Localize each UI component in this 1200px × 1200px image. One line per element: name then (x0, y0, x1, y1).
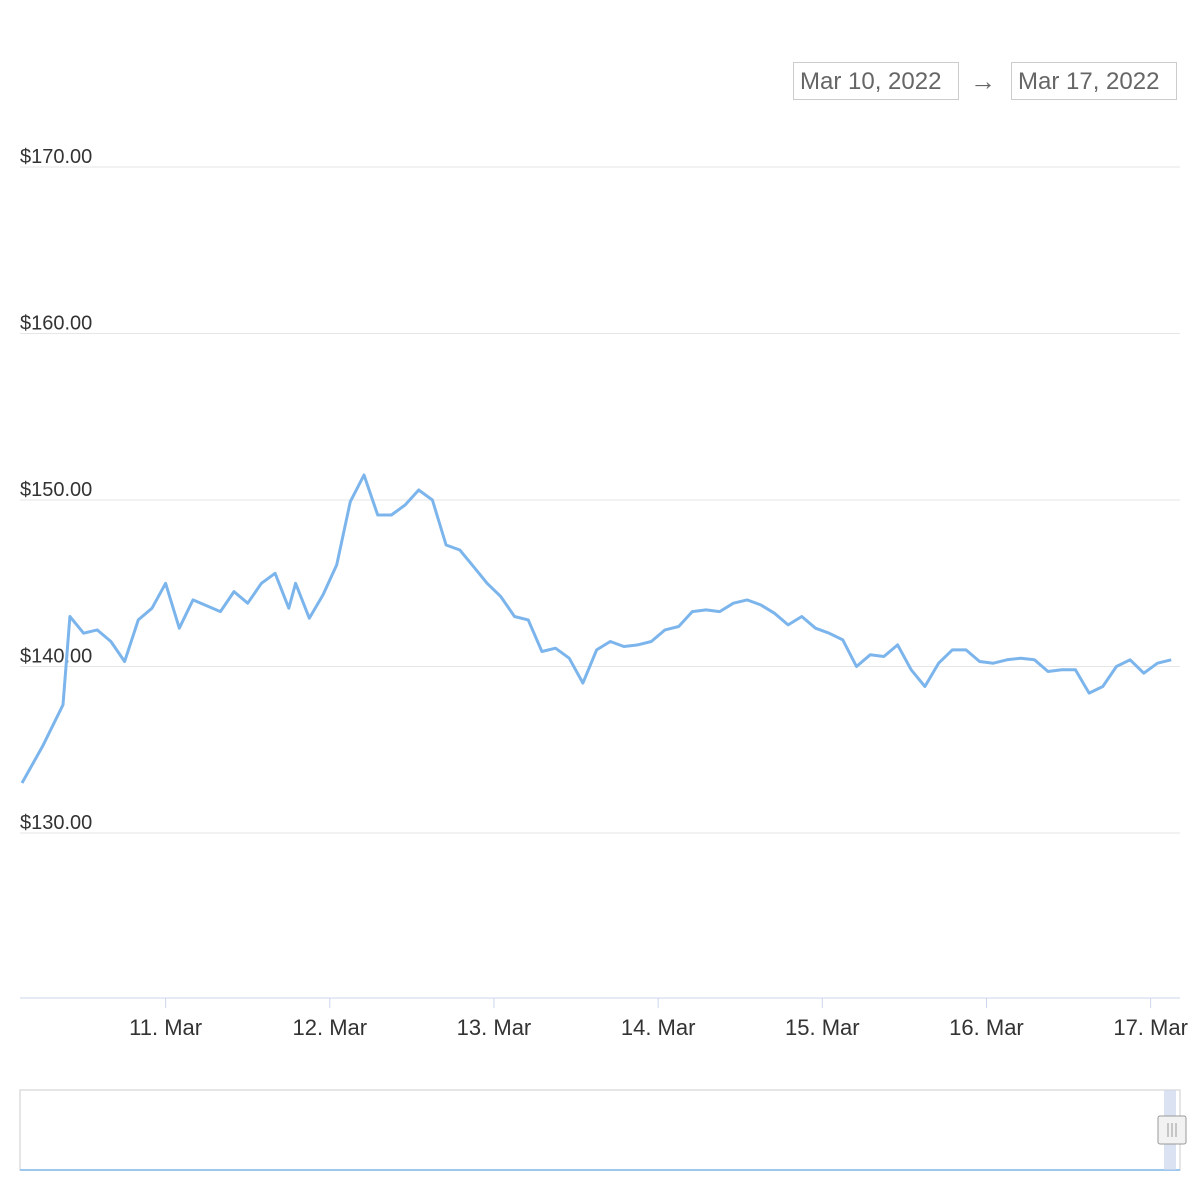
navigator[interactable] (19, 1089, 1187, 1171)
y-gridlines (20, 166, 1180, 834)
x-tick-label: 15. Mar (785, 1015, 860, 1040)
y-tick-label: $160.00 (20, 313, 92, 335)
navigator-outline (19, 1089, 1181, 1171)
x-tick-label: 16. Mar (949, 1015, 1024, 1040)
navigator-handle[interactable] (1157, 1115, 1187, 1145)
x-tick-label: 12. Mar (293, 1015, 368, 1040)
y-tick-label: $170.00 (20, 146, 92, 168)
y-tick-label: $130.00 (20, 812, 92, 834)
price-series-line[interactable] (20, 473, 1172, 784)
x-tick-label: 14. Mar (621, 1015, 696, 1040)
range-to-input[interactable]: Mar 17, 2022 (1011, 62, 1177, 100)
y-tick-label: $150.00 (20, 479, 92, 501)
range-arrow-icon: → (970, 66, 996, 96)
x-tick-label: 13. Mar (457, 1015, 532, 1040)
x-tick-label: 11. Mar (129, 1015, 202, 1040)
x-tick-label: 17. Mar (1113, 1015, 1188, 1040)
y-axis-labels: $130.00 $140.00 $150.00 $160.00 $170.00 (20, 146, 92, 834)
x-axis-ticks: 11. Mar 12. Mar 13. Mar 14. Mar 15. Mar 16. M… (129, 998, 1188, 1040)
range-from-input[interactable]: Mar 10, 2022 (793, 62, 959, 100)
y-tick-label: $140.00 (20, 646, 92, 668)
